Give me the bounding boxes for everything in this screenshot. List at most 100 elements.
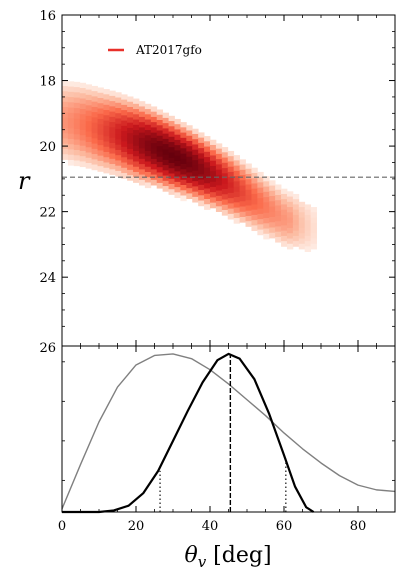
heatmap-cell bbox=[103, 146, 110, 153]
heatmap-cell bbox=[233, 186, 240, 193]
heatmap-cell bbox=[103, 162, 110, 169]
heatmap-cell bbox=[233, 191, 240, 198]
heatmap-cell bbox=[133, 151, 140, 157]
heatmap-cell bbox=[62, 154, 69, 160]
heatmap-cell bbox=[281, 241, 288, 247]
heatmap-cell bbox=[227, 187, 235, 194]
heatmap-cell bbox=[186, 151, 193, 158]
heatmap-cell bbox=[144, 109, 152, 115]
heatmap-cell bbox=[221, 152, 229, 158]
heatmap-cell bbox=[292, 214, 300, 221]
heatmap-cell bbox=[115, 108, 122, 114]
y-tick-label: 24 bbox=[39, 271, 56, 286]
heatmap-cell bbox=[198, 200, 205, 207]
heatmap-cell bbox=[275, 205, 282, 212]
heatmap-cell bbox=[79, 98, 87, 105]
heatmap-cell bbox=[263, 186, 270, 193]
heatmap-cell bbox=[67, 107, 75, 114]
heatmap-cell bbox=[138, 137, 146, 144]
heatmap-cell bbox=[227, 150, 235, 157]
heatmap-cell bbox=[275, 194, 282, 201]
heatmap-cell bbox=[162, 186, 169, 192]
heatmap-cell bbox=[79, 135, 87, 141]
heatmap-cell bbox=[138, 127, 146, 134]
heatmap-cell bbox=[79, 103, 87, 110]
heatmap-cell bbox=[221, 147, 229, 153]
heatmap-cell bbox=[91, 148, 98, 155]
heatmap-cell bbox=[109, 111, 116, 118]
heatmap-cell bbox=[233, 165, 240, 172]
heatmap-cell bbox=[73, 160, 81, 167]
heatmap-cell bbox=[257, 224, 264, 230]
heatmap-cell bbox=[62, 128, 69, 134]
heatmap-cell bbox=[103, 94, 110, 100]
heatmap-cell bbox=[251, 225, 258, 232]
heatmap-cell bbox=[257, 219, 264, 225]
x-tick-label: 40 bbox=[202, 519, 219, 534]
heatmap-cell bbox=[127, 112, 134, 118]
heatmap-cell bbox=[239, 164, 246, 171]
heatmap-cell bbox=[156, 172, 164, 179]
heatmap-cell bbox=[292, 193, 300, 200]
heatmap-cell bbox=[133, 124, 140, 131]
heatmap-cell bbox=[281, 235, 288, 242]
heatmap-cell bbox=[245, 189, 252, 196]
heatmap-cell bbox=[62, 91, 69, 97]
heatmap-cell bbox=[127, 133, 134, 139]
heatmap-cell bbox=[115, 139, 122, 146]
heatmap-cell bbox=[156, 156, 164, 163]
heatmap-cell bbox=[91, 164, 98, 171]
heatmap-cell bbox=[85, 94, 92, 101]
heatmap-cell bbox=[97, 134, 104, 141]
heatmap-cell bbox=[286, 217, 294, 224]
heatmap-cell bbox=[97, 124, 104, 130]
heatmap-cell bbox=[121, 125, 128, 132]
heatmap-cell bbox=[79, 161, 87, 168]
heatmap-cell bbox=[215, 206, 223, 212]
heatmap-cell bbox=[298, 238, 306, 245]
heatmap-cell bbox=[162, 123, 169, 129]
heatmap-cell bbox=[127, 148, 134, 155]
heatmap-cell bbox=[156, 125, 164, 131]
heatmap-cell bbox=[245, 179, 252, 185]
heatmap-cell bbox=[210, 176, 217, 183]
heatmap-cell bbox=[245, 210, 252, 217]
heatmap-cell bbox=[210, 155, 217, 162]
heatmap-cell bbox=[168, 147, 175, 153]
heatmap-cell bbox=[127, 143, 134, 150]
heatmap-cell bbox=[109, 164, 116, 170]
heatmap-cell bbox=[257, 229, 264, 236]
heatmap-cell bbox=[138, 106, 146, 113]
heatmap-cell bbox=[180, 153, 187, 160]
heatmap-cell bbox=[233, 170, 240, 177]
heatmap-cell bbox=[281, 188, 288, 195]
heatmap-cell bbox=[168, 115, 175, 122]
heatmap-cell bbox=[127, 127, 134, 134]
heatmap-cell bbox=[174, 192, 181, 198]
heatmap-cell bbox=[67, 149, 75, 156]
heatmap-cell bbox=[215, 159, 223, 165]
heatmap-cell bbox=[198, 179, 205, 186]
bottom-y-tick-label: 26 bbox=[39, 341, 56, 356]
heatmap-cell bbox=[79, 88, 87, 94]
heatmap-cell bbox=[73, 113, 81, 119]
heatmap-cell bbox=[286, 238, 294, 245]
heatmap-cell bbox=[162, 144, 169, 150]
heatmap-cell bbox=[198, 158, 205, 165]
heatmap-cell bbox=[168, 173, 175, 180]
heatmap-cell bbox=[144, 177, 152, 183]
heatmap-cell bbox=[221, 173, 229, 179]
heatmap-cell bbox=[192, 196, 199, 203]
heatmap-cell bbox=[168, 142, 175, 148]
heatmap-cell bbox=[186, 177, 193, 184]
heatmap-cell bbox=[227, 213, 235, 220]
heatmap-cell bbox=[275, 226, 282, 233]
series-line-gray bbox=[61, 353, 396, 510]
heatmap-cell bbox=[192, 144, 199, 151]
heatmap-cell bbox=[221, 178, 229, 185]
heatmap-cell bbox=[144, 161, 152, 168]
heatmap-cell bbox=[233, 181, 240, 187]
heatmap-cell bbox=[281, 225, 288, 232]
heatmap-cell bbox=[133, 103, 140, 110]
heatmap-cell bbox=[85, 84, 92, 90]
